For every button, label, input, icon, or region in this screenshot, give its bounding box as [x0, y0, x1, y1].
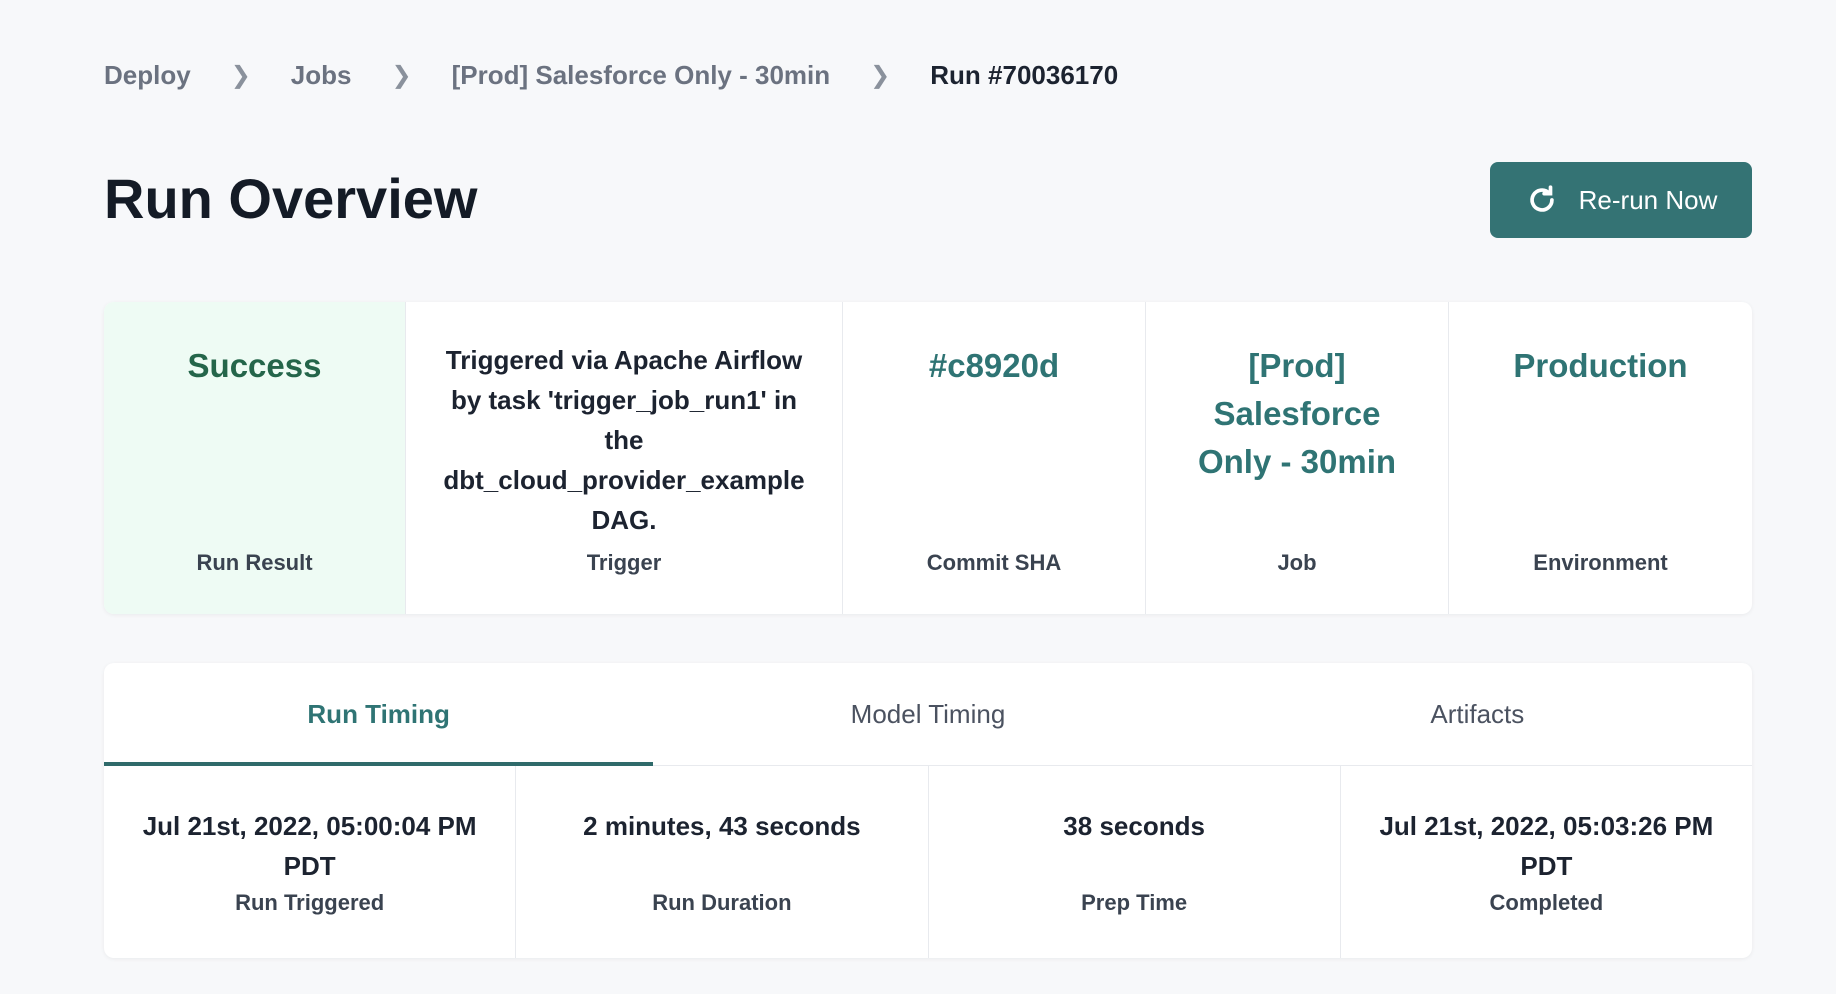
job-link[interactable]: [Prod] Salesforce Only - 30min	[1197, 347, 1397, 480]
refresh-icon	[1529, 185, 1554, 212]
rerun-now-label: Re-run Now	[1578, 184, 1718, 215]
prep-time-cell: 38 seconds Prep Time	[929, 766, 1341, 958]
chevron-right-icon: ❯	[870, 62, 891, 89]
breadcrumb-job[interactable]: [Prod] Salesforce Only - 30min	[451, 60, 831, 90]
job-label: Job	[1277, 550, 1317, 575]
prep-time-value: 38 seconds	[1063, 811, 1205, 841]
run-triggered-label: Run Triggered	[235, 890, 385, 915]
run-duration-label: Run Duration	[652, 890, 792, 915]
environment-label: Environment	[1533, 550, 1668, 575]
page-title: Run Overview	[104, 167, 478, 230]
prep-time-label: Prep Time	[1081, 890, 1188, 915]
environment-link[interactable]: Production	[1513, 347, 1688, 384]
breadcrumb: Deploy ❯ Jobs ❯ [Prod] Salesforce Only -…	[104, 60, 1118, 91]
run-duration-cell: 2 minutes, 43 seconds Run Duration	[516, 766, 929, 958]
rerun-now-button[interactable]: Re-run Now	[1490, 162, 1752, 238]
environment-cell: Production Environment	[1449, 302, 1752, 614]
run-triggered-value: Jul 21st, 2022, 05:00:04 PM PDT	[142, 811, 477, 881]
tab-model-timing[interactable]: Model Timing	[850, 698, 1006, 729]
timing-card: Run Timing Model Timing Artifacts Jul 21…	[104, 663, 1752, 958]
completed-value: Jul 21st, 2022, 05:03:26 PM PDT	[1379, 811, 1714, 881]
job-cell: [Prod] Salesforce Only - 30min Job	[1146, 302, 1449, 614]
trigger-cell: Triggered via Apache Airflow by task 'tr…	[406, 302, 843, 614]
trigger-label: Trigger	[586, 550, 662, 575]
breadcrumb-jobs[interactable]: Jobs	[290, 60, 352, 90]
commit-cell: #c8920d Commit SHA	[843, 302, 1146, 614]
tab-run-timing[interactable]: Run Timing	[104, 663, 654, 766]
chevron-right-icon: ❯	[230, 62, 251, 89]
run-result-label: Run Result	[196, 550, 313, 575]
run-result-cell: Success Run Result	[104, 302, 406, 614]
run-duration-value: 2 minutes, 43 seconds	[583, 811, 861, 841]
breadcrumb-current: Run #70036170	[930, 60, 1119, 90]
tab-bar: Run Timing Model Timing Artifacts	[104, 663, 1752, 766]
completed-cell: Jul 21st, 2022, 05:03:26 PM PDT Complete…	[1341, 766, 1752, 958]
chevron-right-icon: ❯	[391, 62, 412, 89]
run-result-value: Success	[187, 347, 322, 384]
run-triggered-cell: Jul 21st, 2022, 05:00:04 PM PDT Run Trig…	[104, 766, 517, 958]
commit-sha-link[interactable]: #c8920d	[928, 347, 1060, 384]
completed-label: Completed	[1489, 890, 1604, 915]
breadcrumb-deploy[interactable]: Deploy	[104, 60, 191, 90]
commit-sha-label: Commit SHA	[926, 550, 1062, 575]
tab-artifacts[interactable]: Artifacts	[1430, 698, 1525, 729]
run-summary-card: Success Run Result Triggered via Apache …	[104, 302, 1752, 614]
trigger-value: Triggered via Apache Airflow by task 'tr…	[443, 345, 805, 535]
